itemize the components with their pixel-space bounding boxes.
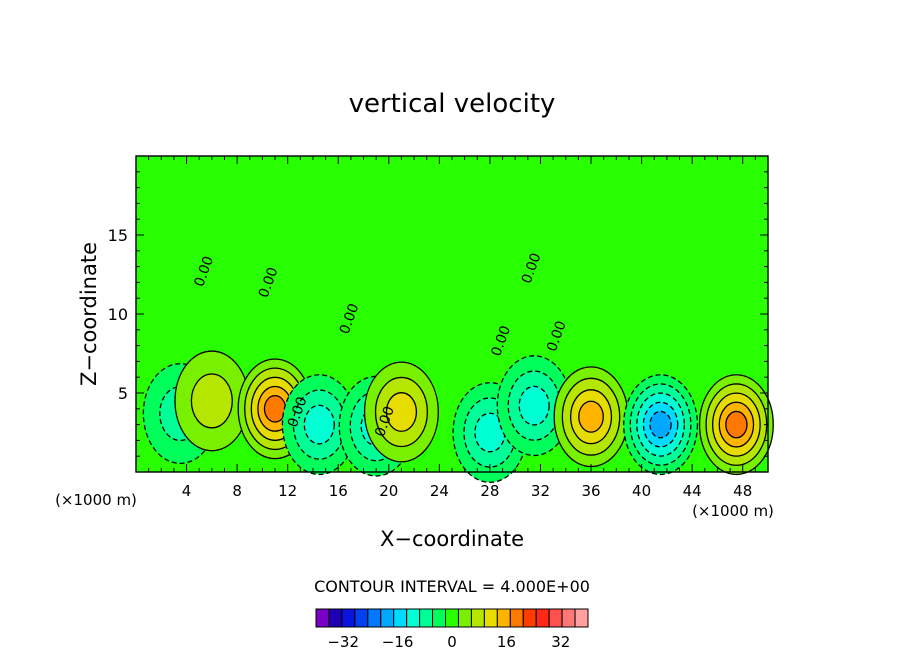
x-tick-label: 28 xyxy=(480,482,499,500)
colorbar-swatch xyxy=(341,608,356,628)
chart-title: vertical velocity xyxy=(349,89,556,119)
colorbar-swatch xyxy=(419,608,434,628)
colorbar-swatch xyxy=(561,608,576,628)
colorbar-swatch xyxy=(380,608,395,628)
field-cell xyxy=(698,374,774,476)
contour-level xyxy=(303,404,335,445)
contour-level xyxy=(190,373,233,429)
contour-level xyxy=(578,400,604,433)
colorbar-tick-label: 0 xyxy=(447,633,457,651)
y-axis-label: Z−coordinate xyxy=(77,242,101,386)
contour-interval-text: CONTOUR INTERVAL = 4.000E+00 xyxy=(314,577,590,596)
y-tick-labels: 5 10 15 xyxy=(108,226,128,403)
colorbar-tick-label: 32 xyxy=(551,633,570,651)
contour-level xyxy=(725,410,748,439)
colorbar-swatch xyxy=(393,608,408,628)
colorbar-swatch xyxy=(483,608,498,628)
colorbar-swatch xyxy=(315,608,330,628)
colorbar-swatch xyxy=(457,608,472,628)
x-tick-label: 8 xyxy=(232,482,242,500)
x-tick-label: 16 xyxy=(329,482,348,500)
x-tick-labels: 4 8 12 16 20 24 28 32 36 40 44 48 xyxy=(182,482,752,500)
colorbar-swatch xyxy=(445,608,459,628)
colorbar-swatch xyxy=(328,608,343,628)
colorbar-swatch xyxy=(522,608,537,628)
colorbar-swatch xyxy=(470,608,485,628)
contour-level xyxy=(649,410,672,439)
x-tick-label: 32 xyxy=(531,482,550,500)
colorbar-tick-label: −32 xyxy=(327,633,359,651)
colorbar-swatch xyxy=(548,608,563,628)
x-tick-label: 24 xyxy=(430,482,449,500)
colorbar-tick-label: −16 xyxy=(382,633,414,651)
field-cell xyxy=(496,355,572,457)
contour-level xyxy=(518,385,550,426)
colorbar-swatch xyxy=(406,608,421,628)
field-cell xyxy=(174,350,250,452)
x-tick-label: 48 xyxy=(733,482,752,500)
field-cell xyxy=(623,374,699,476)
y-tick-label: 5 xyxy=(118,384,128,403)
x-axis-unit-left: (×1000 m) xyxy=(55,491,137,509)
plot-area: 0.00 0.000.000.00 0.000.000.000.00 xyxy=(135,155,774,483)
axis-ticks xyxy=(135,155,769,473)
contour-level xyxy=(385,392,418,432)
x-axis-label: X−coordinate xyxy=(380,527,524,551)
x-tick-label: 12 xyxy=(278,482,297,500)
colorbar-swatch xyxy=(509,608,524,628)
x-tick-label: 40 xyxy=(632,482,651,500)
x-tick-label: 36 xyxy=(581,482,600,500)
colorbar-tick-label: 16 xyxy=(497,633,516,651)
field-cell xyxy=(363,361,439,463)
x-tick-label: 44 xyxy=(683,482,702,500)
colorbar-swatch xyxy=(367,608,382,628)
colorbar-swatch xyxy=(496,608,511,628)
colorbar-swatch xyxy=(432,608,447,628)
colorbar-swatch xyxy=(354,608,369,628)
y-tick-label: 10 xyxy=(108,305,128,324)
x-tick-label: 20 xyxy=(379,482,398,500)
colorbar-swatch xyxy=(535,608,550,628)
colorbar-tick-labels: −32 −16 0 16 32 xyxy=(327,633,570,651)
field-cell xyxy=(553,366,629,468)
y-tick-label: 15 xyxy=(108,226,128,245)
x-axis-unit-right: (×1000 m) xyxy=(692,502,774,520)
colorbar xyxy=(315,608,589,628)
x-tick-label: 4 xyxy=(182,482,192,500)
contour-level xyxy=(263,394,287,423)
colorbar-swatch xyxy=(574,608,589,628)
